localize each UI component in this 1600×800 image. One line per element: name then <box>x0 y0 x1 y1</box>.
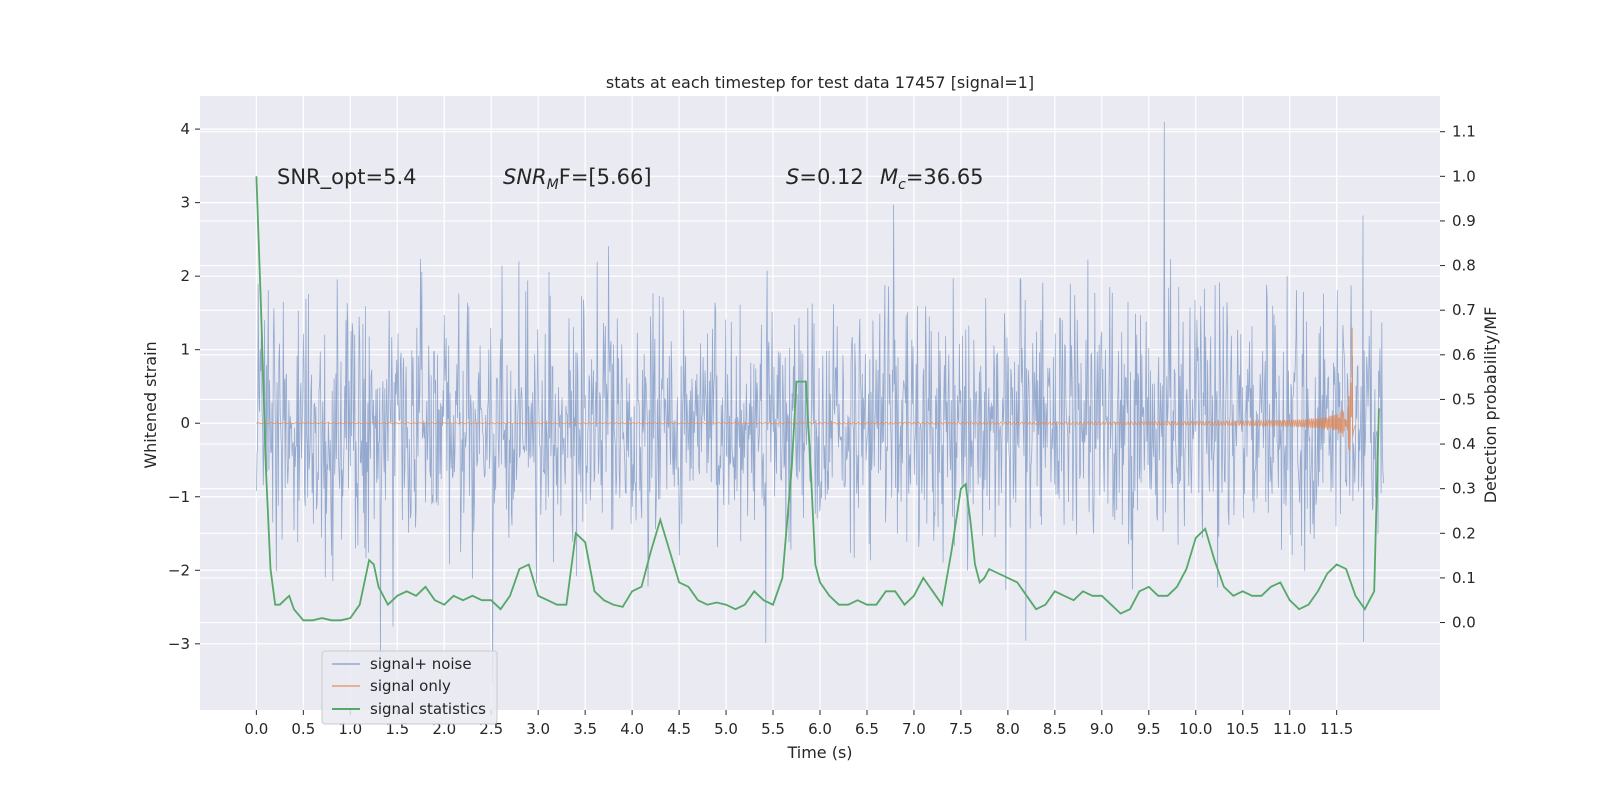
x-tick-label: 7.0 <box>902 720 926 738</box>
annotation-mc-rest: =36.65 <box>906 165 984 189</box>
x-tick-label: 3.5 <box>573 720 597 738</box>
x-tick-label: 6.5 <box>855 720 879 738</box>
y2-tick-label: 0.1 <box>1452 569 1476 587</box>
annotation-snr-mf-rest: F=[5.66] <box>559 165 652 189</box>
annotation-mc-main: M <box>880 165 898 189</box>
y2-tick-label: 0.6 <box>1452 346 1476 364</box>
plot-series <box>255 121 1384 685</box>
y2-tick-label: 0.2 <box>1452 524 1476 542</box>
x-tick-label: 10.0 <box>1179 720 1212 738</box>
y2-tick-label: 0.7 <box>1452 301 1476 319</box>
annotation-snr-mf-sub: M <box>547 177 559 193</box>
y2-tick-label: 0.5 <box>1452 390 1476 408</box>
x-tick-label: 11.5 <box>1320 720 1353 738</box>
y-axis-ticks: −3 −2 −1 0 1 2 3 4 <box>168 120 200 653</box>
series-signal-statistics <box>255 176 1380 622</box>
chart-title: stats at each timestep for test data 174… <box>606 73 1034 92</box>
annotation-s: S=0.12 <box>786 165 864 189</box>
x-tick-label: 3.0 <box>526 720 550 738</box>
y-tick-label: −3 <box>168 635 190 653</box>
y-tick-label: −1 <box>168 488 190 506</box>
x-tick-label: 9.5 <box>1137 720 1161 738</box>
legend: signal+ noise signal only signal statist… <box>321 650 498 725</box>
y2-tick-label: 1.1 <box>1452 123 1476 141</box>
legend-frame <box>321 650 498 725</box>
x-tick-label: 6.0 <box>808 720 832 738</box>
x-tick-label: 11.0 <box>1273 720 1306 738</box>
annotation-s-main: S <box>786 165 799 189</box>
y2-tick-label: 0.3 <box>1452 480 1476 498</box>
y2-tick-label: 1.0 <box>1452 167 1476 185</box>
x-tick-label: 10.5 <box>1226 720 1259 738</box>
y2-axis-label: Detection probability/MF <box>1481 307 1500 504</box>
annotation-s-rest: =0.12 <box>799 165 863 189</box>
annotation-mc: Mc=36.65 <box>880 165 984 193</box>
y-tick-label: 3 <box>180 194 190 212</box>
x-tick-label: 9.0 <box>1090 720 1114 738</box>
y-tick-label: −2 <box>168 561 190 579</box>
x-tick-label: 8.0 <box>996 720 1020 738</box>
y2-tick-label: 0.0 <box>1452 614 1476 632</box>
x-tick-label: 5.0 <box>714 720 738 738</box>
y-tick-label: 4 <box>180 120 190 138</box>
x-tick-label: 7.5 <box>949 720 973 738</box>
grid <box>200 96 1440 710</box>
y2-tick-label: 0.8 <box>1452 257 1476 275</box>
y-tick-label: 1 <box>180 341 190 359</box>
series-signal-noise <box>256 121 1384 685</box>
legend-label-signal-statistics: signal statistics <box>370 700 486 718</box>
legend-label-signal-only: signal only <box>370 677 451 695</box>
x-tick-label: 0.0 <box>244 720 268 738</box>
y-axis-label: Whitened strain <box>141 341 160 468</box>
annotation-snr-mf-main: SNR <box>503 165 547 189</box>
y2-tick-label: 0.4 <box>1452 435 1476 453</box>
y-tick-label: 0 <box>180 414 190 432</box>
legend-label-signal-noise: signal+ noise <box>370 655 472 673</box>
x-tick-label: 0.5 <box>291 720 315 738</box>
x-tick-label: 4.5 <box>667 720 691 738</box>
y2-axis-ticks: 0.0 0.1 0.2 0.3 0.4 0.5 0.6 0.7 0.8 0.9 1.0 1.1 <box>1440 123 1476 632</box>
y-tick-label: 2 <box>180 267 190 285</box>
series-signal-only <box>256 327 1356 452</box>
annotation-snr-mf: SNRMF=[5.66] <box>503 165 652 193</box>
y2-tick-label: 0.9 <box>1452 212 1476 230</box>
x-axis-label: Time (s) <box>786 743 852 762</box>
x-tick-label: 5.5 <box>761 720 785 738</box>
annotation-snr-opt: SNR_opt=5.4 <box>277 165 417 190</box>
annotation-mc-sub: c <box>898 177 906 193</box>
x-tick-label: 8.5 <box>1043 720 1067 738</box>
x-tick-label: 4.0 <box>620 720 644 738</box>
